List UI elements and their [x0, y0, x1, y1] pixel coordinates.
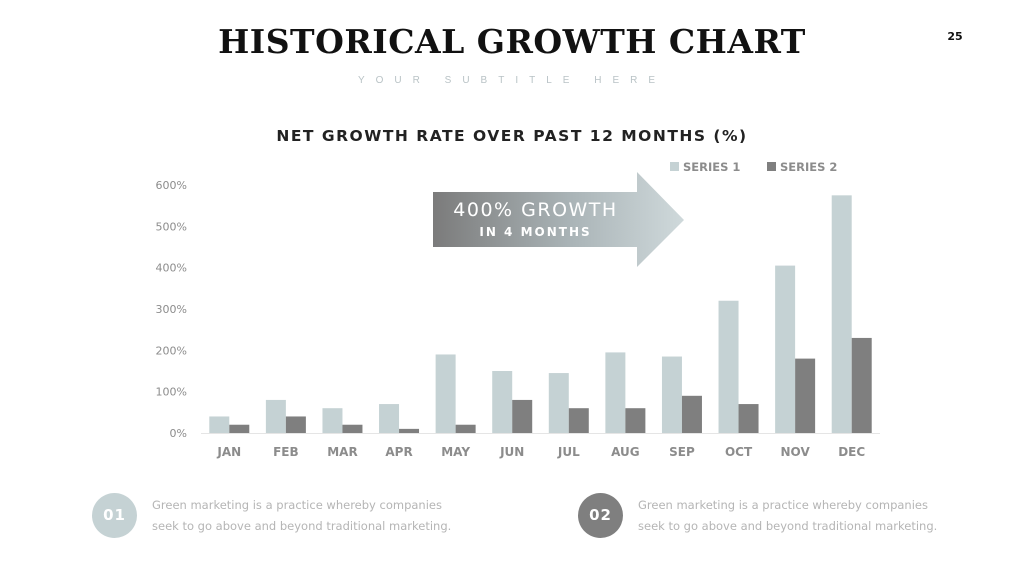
y-tick-label: 0%	[170, 427, 187, 440]
callout-main-text: 400% GROWTH	[453, 199, 618, 221]
growth-callout: 400% GROWTH IN 4 MONTHS	[433, 172, 685, 268]
bar-2-jan	[229, 424, 250, 433]
callout-arrow	[433, 172, 684, 267]
slide-subtitle: YOUR SUBTITLE HERE	[357, 75, 667, 86]
bar-1-jun	[492, 371, 513, 433]
bar-1-aug	[605, 352, 626, 433]
chart-title: NET GROWTH RATE OVER PAST 12 MONTHS (%)	[276, 127, 748, 145]
legend-swatch-2	[767, 162, 776, 171]
bar-2-nov	[795, 358, 816, 433]
bar-2-sep	[681, 395, 702, 433]
x-tick-label: SEP	[669, 445, 695, 459]
feature-line-1: Green marketing is a practice whereby co…	[152, 498, 442, 512]
bar-2-may	[455, 424, 476, 433]
x-tick-label: MAR	[327, 445, 357, 459]
bar-2-aug	[625, 408, 646, 433]
bar-2-jun	[512, 399, 533, 433]
y-tick-label: 500%	[156, 220, 187, 233]
x-tick-label: MAY	[441, 445, 470, 459]
bar-1-dec	[831, 195, 852, 433]
x-tick-label: FEB	[273, 445, 299, 459]
bar-2-oct	[738, 404, 759, 433]
bar-1-jul	[548, 373, 569, 433]
slide-title: HISTORICAL GROWTH CHART	[218, 22, 806, 61]
x-tick-label: JUN	[499, 445, 524, 459]
y-tick-label: 300%	[156, 303, 187, 316]
x-tick-label: APR	[385, 445, 412, 459]
bar-1-oct	[718, 300, 739, 433]
feature-description: Green marketing is a practice whereby co…	[638, 495, 938, 537]
legend-label-1: SERIES 1	[683, 160, 740, 174]
bar-1-sep	[661, 356, 682, 433]
bar-1-may	[435, 354, 456, 433]
x-tick-label: NOV	[781, 445, 811, 459]
bar-chart: 0% 100% 200% 300% 400% 500% 600% JAN FEB MAR APR MA…	[156, 160, 880, 459]
bar-2-dec	[851, 337, 872, 433]
feature-description: Green marketing is a practice whereby co…	[152, 495, 452, 537]
callout-sub-text: IN 4 MONTHS	[479, 225, 592, 239]
bar-2-apr	[399, 428, 420, 433]
x-tick-label: OCT	[725, 445, 753, 459]
legend-label-2: SERIES 2	[780, 160, 837, 174]
y-tick-label: 200%	[156, 344, 187, 357]
legend-swatch-1	[670, 162, 679, 171]
feature-number-badge: 01	[92, 493, 137, 538]
feature-line-1: Green marketing is a practice whereby co…	[638, 498, 928, 512]
bar-1-nov	[775, 265, 796, 433]
bar-1-jan	[209, 416, 230, 433]
feature-line-2: seek to go above and beyond traditional …	[638, 519, 938, 533]
feature-number-badge: 02	[578, 493, 623, 538]
y-tick-label: 600%	[156, 179, 187, 192]
y-tick-label: 400%	[156, 262, 187, 275]
bar-2-jul	[568, 408, 589, 433]
x-tick-label: AUG	[611, 445, 640, 459]
bar-1-apr	[379, 404, 400, 433]
feature-line-2: seek to go above and beyond traditional …	[152, 519, 452, 533]
bar-2-feb	[285, 416, 306, 433]
bar-1-feb	[265, 399, 286, 433]
page-number: 25	[947, 30, 963, 43]
x-tick-label: DEC	[838, 445, 865, 459]
y-tick-label: 100%	[156, 386, 187, 399]
bar-2-mar	[342, 424, 363, 433]
x-tick-label: JAN	[216, 445, 241, 459]
x-tick-label: JUL	[557, 445, 580, 459]
bar-1-mar	[322, 408, 343, 433]
